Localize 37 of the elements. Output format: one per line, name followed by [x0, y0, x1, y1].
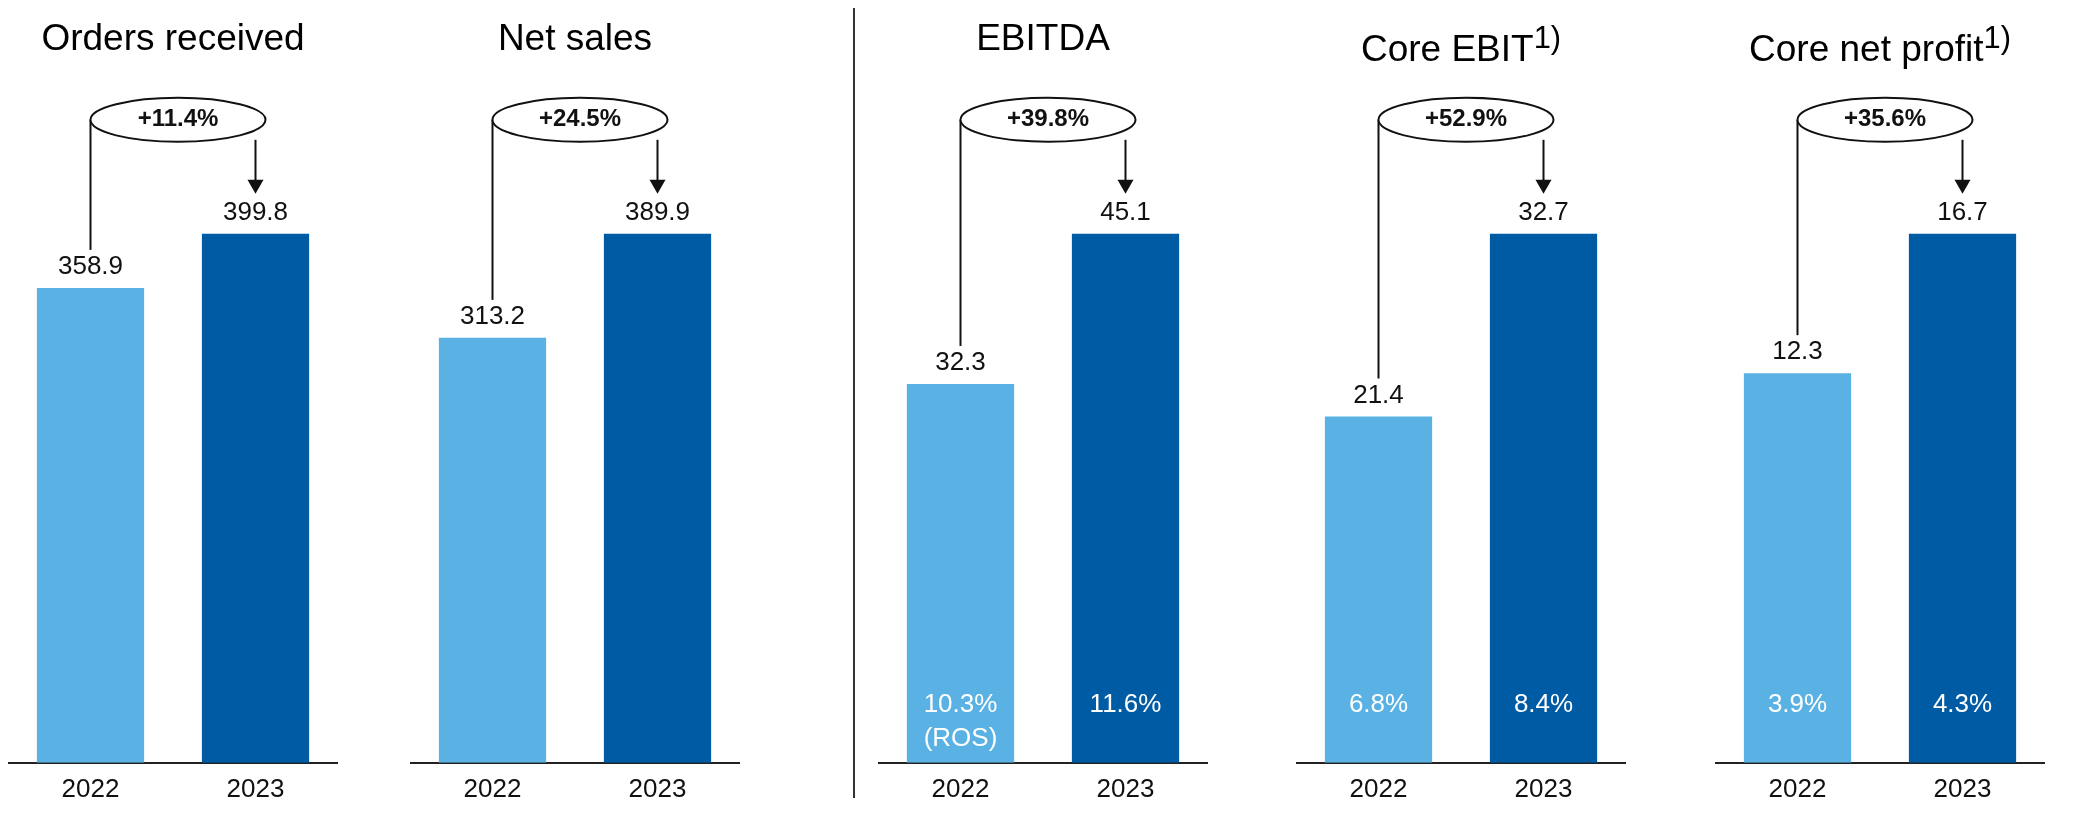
annotation: 6.8% [1348, 687, 1409, 718]
data-label: 399.8 [222, 195, 289, 226]
x-tick-label: 2023 [1933, 772, 1992, 803]
text: +52.9% [1424, 104, 1508, 132]
data-label: 389.9 [624, 195, 691, 226]
annotation: 3.9% [1767, 687, 1828, 718]
text: +24.5% [538, 104, 622, 132]
chart-title: Core EBIT$^{1)}$ [1359, 19, 1563, 70]
annotation: 8.4% [1513, 687, 1574, 718]
x-tick-label: 2023 [628, 772, 687, 803]
data-label: 313.2 [459, 300, 526, 331]
chart-title: Net sales [496, 16, 654, 60]
x-tick-label: 2022 [463, 772, 522, 803]
data-label: 12.3 [1772, 335, 1823, 366]
data-label: 21.4 [1353, 378, 1404, 409]
text: +35.6% [1843, 104, 1927, 132]
text: +39.8% [1006, 104, 1090, 132]
data-label: 16.7 [1937, 195, 1988, 226]
x-tick-label: 2023 [1096, 772, 1155, 803]
text: +11.4% [137, 104, 219, 132]
data-label: 45.1 [1100, 195, 1151, 226]
x-tick-label: 2023 [226, 772, 285, 803]
x-tick-label: 2022 [1768, 772, 1827, 803]
x-tick-label: 2022 [931, 772, 990, 803]
data-label: 32.3 [935, 346, 986, 377]
chart-title: Core net profit$^{1)}$ [1748, 19, 2012, 70]
chart-title: Orders received [40, 16, 306, 60]
x-tick-label: 2022 [61, 772, 120, 803]
annotation: 4.3% [1932, 687, 1993, 718]
data-label: 358.9 [57, 250, 124, 281]
x-tick-label: 2022 [1349, 772, 1408, 803]
chart-title: EBITDA [975, 16, 1111, 60]
annotation: 10.3% [923, 687, 998, 718]
data-label: 32.7 [1518, 195, 1569, 226]
x-tick-label: 2023 [1514, 772, 1573, 803]
annotation: (ROS) [923, 721, 998, 752]
annotation: 11.6% [1089, 687, 1162, 718]
